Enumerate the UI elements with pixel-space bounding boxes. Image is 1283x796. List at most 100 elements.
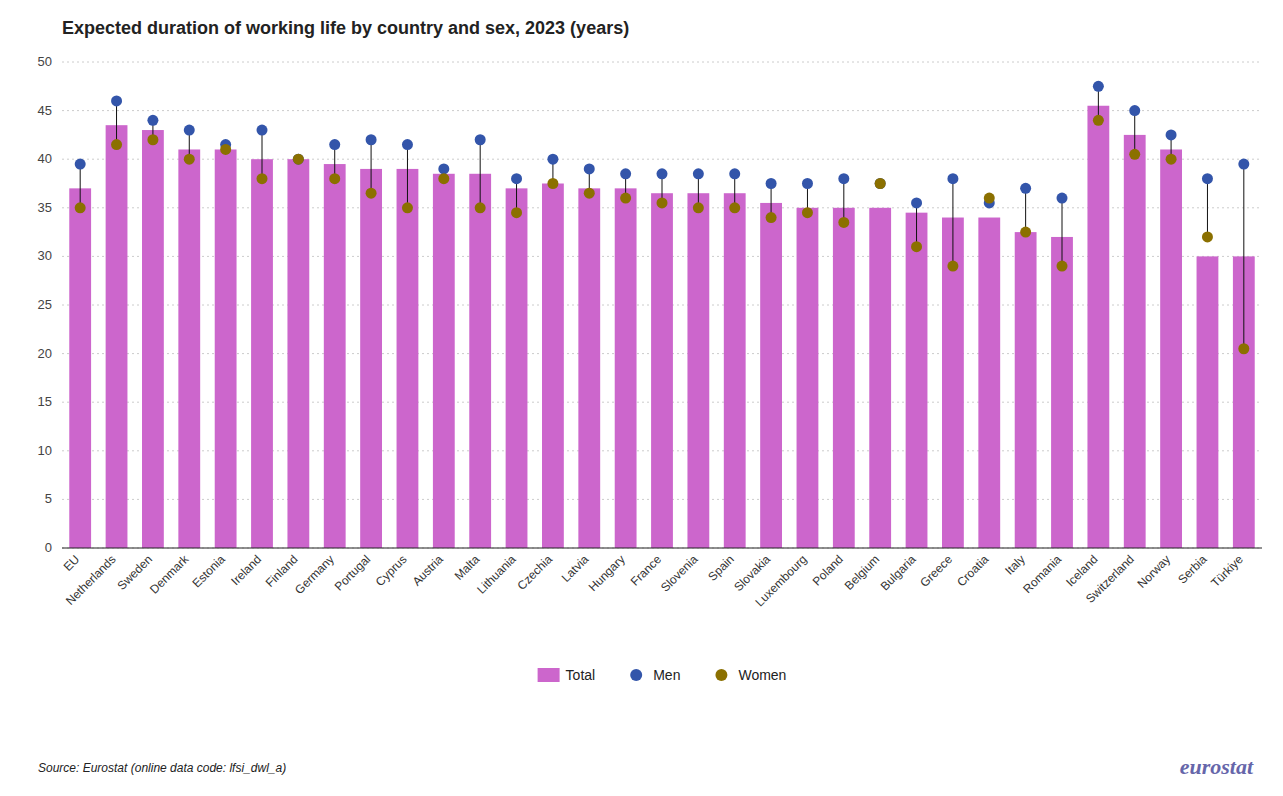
dot: [402, 139, 413, 150]
bar: [106, 125, 128, 548]
bar: [433, 174, 455, 548]
range-line: [80, 164, 81, 208]
dot: [947, 173, 958, 184]
dot: [875, 178, 886, 189]
x-axis-line: [62, 548, 1262, 549]
dot: [657, 197, 668, 208]
bar: [360, 169, 382, 548]
bar: [142, 130, 164, 548]
dot: [366, 188, 377, 199]
dot: [1238, 343, 1249, 354]
dot: [257, 125, 268, 136]
x-tick-label: Czechia: [514, 552, 555, 593]
grid-line: [62, 62, 1262, 63]
range-line: [916, 203, 917, 247]
range-line: [1207, 179, 1208, 237]
x-tick-label: Denmark: [147, 552, 192, 597]
range-line: [116, 101, 117, 145]
legend-item: Women: [715, 667, 786, 683]
dot: [838, 217, 849, 228]
range-line: [1134, 111, 1135, 155]
bar: [1051, 237, 1073, 548]
dot: [947, 261, 958, 272]
bar: [469, 174, 491, 548]
y-tick-label: 50: [38, 54, 52, 69]
bar: [1197, 256, 1219, 548]
dot: [293, 154, 304, 165]
bar: [578, 188, 600, 548]
dot: [875, 178, 886, 189]
legend: Total Men Women: [538, 667, 787, 683]
dot: [984, 193, 995, 204]
bar: [397, 169, 419, 548]
bar: [69, 188, 91, 548]
dot: [220, 144, 231, 155]
range-line: [1062, 198, 1063, 266]
y-tick-label: 30: [38, 248, 52, 263]
dot: [1166, 154, 1177, 165]
dot: [75, 159, 86, 170]
range-line: [1025, 188, 1026, 232]
dot: [511, 207, 522, 218]
logo-text: eurostat: [1180, 754, 1254, 779]
x-tick-label: Luxembourg: [752, 552, 809, 609]
dot: [293, 154, 304, 165]
legend-item: Men: [630, 667, 680, 683]
bar: [833, 208, 855, 548]
y-tick-label: 35: [38, 200, 52, 215]
dot: [1093, 81, 1104, 92]
dot: [329, 139, 340, 150]
x-tick-label: Spain: [705, 552, 737, 584]
source-note: Source: Eurostat (online data code: lfsi…: [38, 761, 286, 775]
dot: [184, 125, 195, 136]
x-tick-label: Türkiye: [1208, 552, 1246, 590]
dot: [184, 154, 195, 165]
dot: [657, 168, 668, 179]
x-tick-label: Slovenia: [658, 552, 701, 595]
dot: [1166, 129, 1177, 140]
dot: [1020, 183, 1031, 194]
dot: [802, 178, 813, 189]
bar: [724, 193, 746, 548]
bar: [1087, 106, 1109, 548]
dot: [111, 95, 122, 106]
x-tick-label: Lithuania: [474, 552, 519, 597]
dot: [111, 139, 122, 150]
bar: [251, 159, 273, 548]
legend-item: Total: [538, 667, 596, 683]
y-tick-label: 0: [45, 540, 52, 555]
dot: [1057, 193, 1068, 204]
dot: [1093, 115, 1104, 126]
bar: [178, 149, 200, 548]
legend-label: Total: [566, 667, 596, 683]
dot: [1129, 149, 1140, 160]
x-tick-label: Hungary: [586, 552, 628, 594]
x-tick-label: Serbia: [1175, 552, 1210, 587]
x-axis: EUNetherlandsSwedenDenmarkEstoniaIreland…: [61, 552, 1247, 610]
dot: [766, 178, 777, 189]
x-tick-label: Portugal: [332, 552, 374, 594]
dot: [693, 202, 704, 213]
bar: [287, 159, 309, 548]
x-tick-label: Ireland: [228, 552, 264, 588]
x-tick-label: Romania: [1020, 552, 1064, 596]
dot: [1020, 227, 1031, 238]
range-line: [407, 145, 408, 208]
x-tick-label: Cyprus: [373, 552, 410, 589]
y-tick-label: 10: [38, 443, 52, 458]
bar: [1124, 135, 1146, 548]
dot: [1057, 261, 1068, 272]
dot: [475, 202, 486, 213]
range-line: [1243, 164, 1244, 349]
dot: [838, 173, 849, 184]
dot: [438, 163, 449, 174]
range-line: [952, 179, 953, 266]
dot: [75, 202, 86, 213]
legend-swatch: [538, 668, 560, 682]
range-line: [480, 140, 481, 208]
dot: [766, 212, 777, 223]
dot: [729, 202, 740, 213]
bar: [869, 208, 891, 548]
y-tick-label: 40: [38, 151, 52, 166]
dot: [693, 168, 704, 179]
